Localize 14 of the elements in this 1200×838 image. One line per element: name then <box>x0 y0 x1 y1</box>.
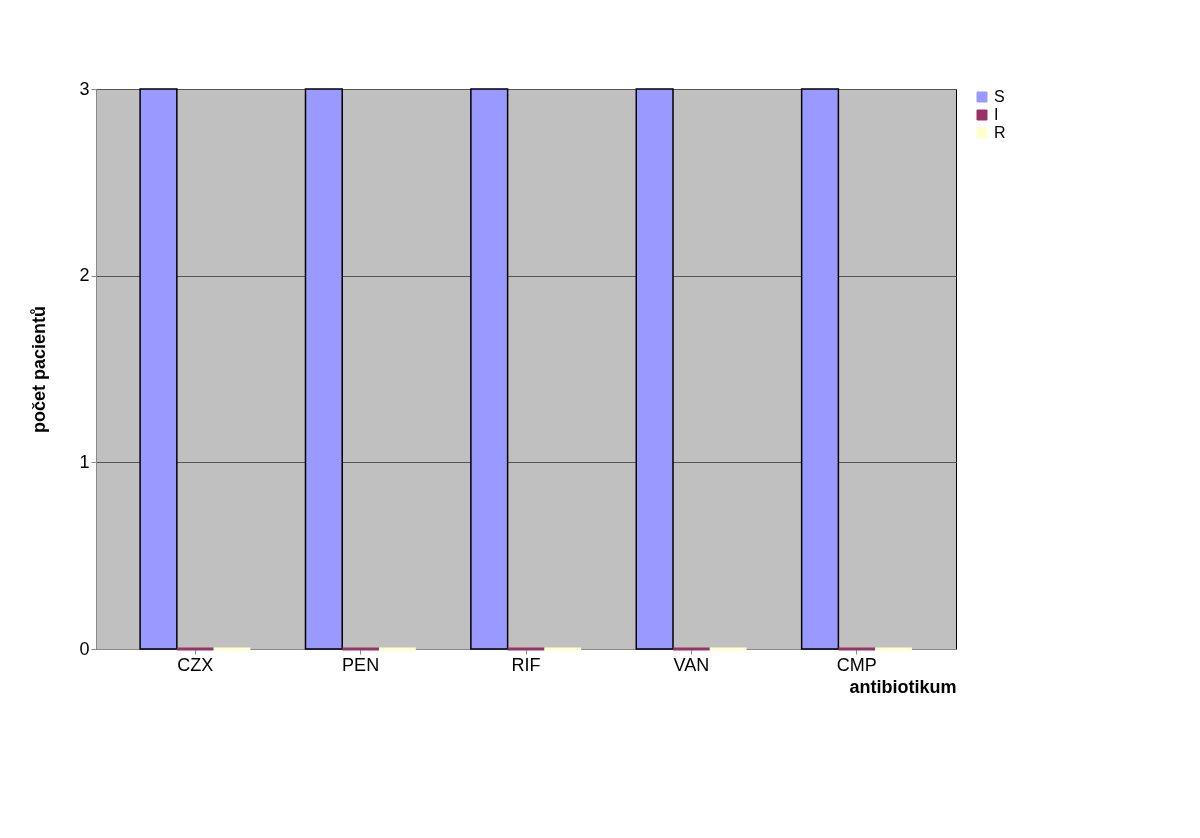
x-tick-label: CZX <box>177 654 214 675</box>
x-tick-label: CMP <box>836 654 877 675</box>
x-axis-title: antibiotikum <box>849 676 957 697</box>
y-tick-label: 2 <box>79 265 90 286</box>
y-tick-label: 1 <box>79 451 90 472</box>
x-tick-label: PEN <box>342 654 380 675</box>
y-tick-label: 0 <box>79 638 90 659</box>
x-tick-label: VAN <box>673 654 710 675</box>
legend-label: R <box>994 124 1006 141</box>
y-axis-title: počet pacientů <box>29 305 50 434</box>
legend-label: S <box>994 88 1005 105</box>
y-tick-label: 3 <box>79 78 90 99</box>
legend-label: I <box>994 106 999 123</box>
x-tick-label: RIF <box>511 654 541 675</box>
